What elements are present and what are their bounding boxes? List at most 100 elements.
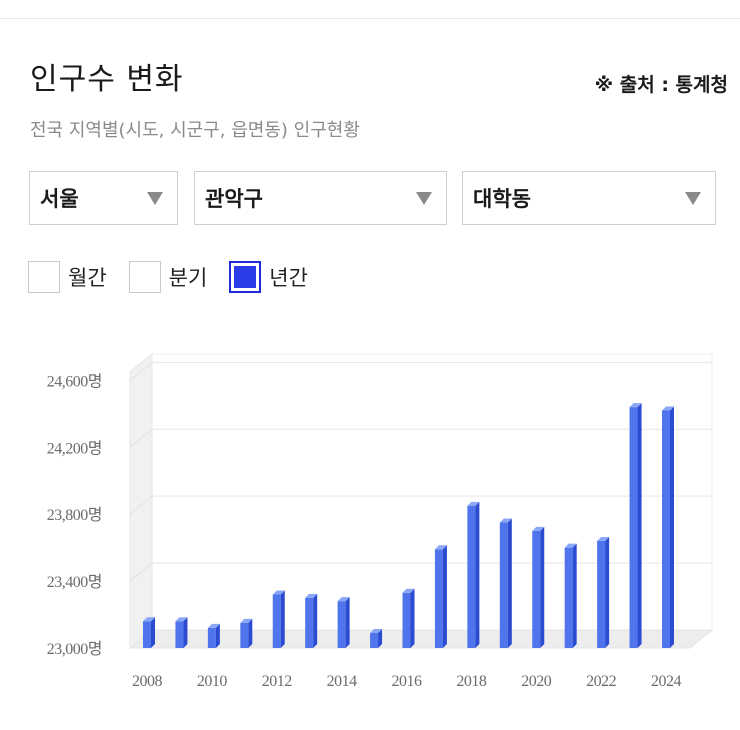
bar-top	[337, 597, 350, 602]
chevron-down-icon	[685, 191, 701, 205]
bar-top	[240, 618, 253, 623]
bar-side	[151, 617, 155, 648]
bar-side	[507, 518, 512, 648]
y-tick-label: 23,000명	[47, 640, 102, 658]
bar-2017[interactable]	[434, 545, 447, 648]
x-tick-label: 2018	[456, 673, 487, 690]
bar-front	[434, 549, 443, 648]
bar-2009[interactable]	[175, 617, 188, 648]
bar-front	[402, 592, 411, 648]
bar-top	[434, 545, 447, 550]
bar-2021[interactable]	[564, 543, 577, 648]
yearly-checkbox[interactable]	[229, 261, 262, 293]
gridline-side	[129, 562, 153, 582]
bar-2015[interactable]	[370, 628, 383, 648]
bar-front	[143, 621, 151, 648]
bar-2010[interactable]	[207, 623, 220, 648]
bar-2024[interactable]	[662, 406, 674, 648]
bar-top	[207, 623, 220, 628]
bar-front	[564, 547, 573, 648]
bar-side	[313, 593, 318, 648]
bar-top	[143, 617, 155, 622]
bar-2016[interactable]	[402, 588, 415, 648]
x-tick-label: 2008	[132, 673, 163, 690]
period-monthly[interactable]: 월간	[28, 261, 107, 293]
y-tick-label: 23,800명	[47, 506, 102, 524]
bar-2019[interactable]	[499, 518, 512, 648]
y-tick-label: 24,600명	[47, 372, 102, 390]
bar-top	[662, 406, 674, 411]
bar-front	[207, 627, 216, 648]
district-select-value: 관악구	[205, 187, 263, 211]
period-options: 월간 분기 년간	[28, 261, 330, 293]
bar-front	[370, 632, 379, 648]
bar-front	[272, 594, 281, 648]
y-tick-label: 23,400명	[47, 573, 102, 591]
bar-2012[interactable]	[272, 590, 285, 648]
bar-2020[interactable]	[532, 526, 545, 648]
top-divider	[0, 18, 740, 19]
bar-front	[532, 530, 541, 648]
bar-side	[378, 628, 383, 648]
bar-side	[442, 545, 447, 648]
gridline-side	[129, 428, 153, 448]
bar-top	[532, 526, 545, 531]
bar-2013[interactable]	[305, 593, 318, 648]
bar-top	[597, 536, 610, 541]
chevron-down-icon	[147, 191, 163, 205]
gridline-side	[129, 361, 153, 381]
region-select-value: 서울	[40, 187, 79, 211]
bar-front	[337, 601, 346, 648]
bar-front	[662, 410, 670, 648]
period-quarterly[interactable]: 분기	[128, 261, 208, 293]
bar-top	[402, 588, 415, 593]
bar-side	[670, 406, 674, 648]
x-tick-label: 2012	[262, 673, 293, 690]
monthly-checkbox[interactable]	[28, 261, 60, 293]
bar-2011[interactable]	[240, 618, 253, 648]
bar-front	[467, 505, 476, 648]
bar-top	[467, 501, 480, 506]
region-select[interactable]: 서울	[29, 171, 178, 225]
bar-front	[175, 621, 184, 648]
bar-side	[248, 618, 253, 648]
bar-top	[629, 403, 642, 408]
bar-2014[interactable]	[337, 597, 350, 648]
chart-side-wall	[129, 352, 153, 650]
chart-back-wall	[151, 353, 713, 631]
y-tick-label: 24,200명	[47, 439, 102, 457]
quarterly-label: 분기	[168, 266, 208, 290]
bar-front	[305, 597, 314, 648]
district-select[interactable]: 관악구	[194, 171, 447, 225]
x-tick-label: 2014	[327, 673, 358, 690]
period-yearly[interactable]: 년간	[229, 261, 308, 293]
bar-top	[272, 590, 285, 595]
quarterly-checkbox[interactable]	[128, 261, 161, 293]
bar-front	[240, 622, 249, 648]
bar-front	[629, 407, 638, 648]
page-subtitle: 전국 지역별(시도, 시군구, 읍면동) 인구현황	[30, 120, 360, 141]
dong-select-value: 대학동	[473, 187, 531, 211]
bar-2022[interactable]	[597, 536, 610, 648]
chevron-down-icon	[416, 191, 432, 205]
bar-side	[475, 501, 480, 648]
bar-top	[305, 593, 318, 598]
bar-2018[interactable]	[467, 501, 480, 648]
bar-2023[interactable]	[629, 403, 642, 648]
bar-2008[interactable]	[143, 617, 155, 648]
x-tick-label: 2024	[651, 673, 682, 690]
monthly-label: 월간	[68, 266, 107, 290]
x-tick-label: 2010	[197, 673, 228, 690]
bar-front	[597, 540, 606, 648]
bar-side	[572, 543, 577, 648]
bar-side	[345, 597, 350, 648]
bar-top	[175, 617, 188, 622]
bar-top	[499, 518, 512, 523]
gridline-side	[129, 495, 153, 515]
bar-side	[540, 526, 545, 648]
x-tick-label: 2016	[392, 673, 423, 690]
dong-select[interactable]: 대학동	[462, 171, 716, 225]
source-label: ※ 출처 : 통계청	[594, 74, 728, 96]
bar-side	[637, 403, 642, 648]
bar-front	[499, 522, 508, 648]
